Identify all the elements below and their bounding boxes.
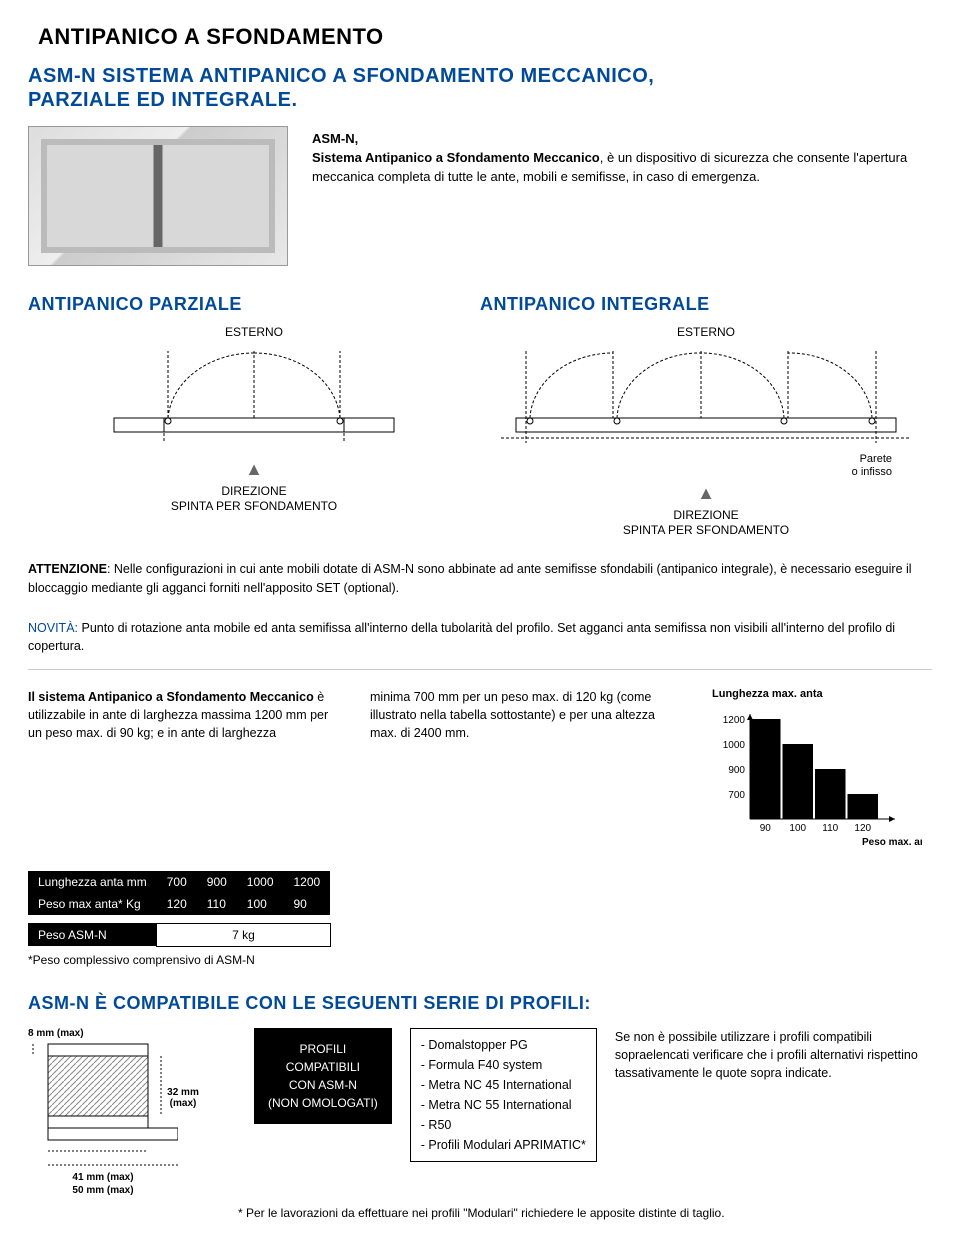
t-r2c0: Peso max anta* Kg bbox=[28, 893, 157, 915]
integrale-title: ANTIPANICO INTEGRALE bbox=[480, 294, 932, 315]
subtitle-l2: PARZIALE ED INTEGRALE. bbox=[28, 89, 298, 111]
parziale-dir: DIREZIONE SPINTA PER SFONDAMENTO bbox=[28, 484, 480, 514]
integrale-dir: DIREZIONE SPINTA PER SFONDAMENTO bbox=[480, 508, 932, 538]
t-r2c4: 90 bbox=[284, 893, 331, 915]
svg-text:Peso max. anta: Peso max. anta bbox=[862, 837, 922, 848]
attenzione-note: ATTENZIONE: Nelle configurazioni in cui … bbox=[28, 560, 932, 596]
subtitle: ASM-N SISTEMA ANTIPANICO A SFONDAMENTO M… bbox=[28, 64, 932, 112]
list-item: - Metra NC 45 International bbox=[421, 1075, 586, 1095]
t-r2c1: 120 bbox=[157, 893, 197, 915]
svg-text:90: 90 bbox=[760, 823, 772, 834]
t-r1c1: 700 bbox=[157, 871, 197, 893]
novita-note: NOVITÀ: Punto di rotazione anta mobile e… bbox=[28, 619, 932, 655]
table-row: Peso max anta* Kg 120 110 100 90 bbox=[28, 893, 330, 915]
dim-8: 8 mm (max) bbox=[28, 1028, 178, 1039]
parziale-diagram bbox=[104, 343, 404, 453]
chart-title: Lunghezza max. anta bbox=[712, 688, 932, 700]
t-r1c4: 1200 bbox=[284, 871, 331, 893]
dim-50: 50 mm (max) bbox=[28, 1185, 178, 1196]
novita-text: Punto di rotazione anta mobile ed anta s… bbox=[28, 621, 895, 653]
t-r1c2: 900 bbox=[197, 871, 237, 893]
t-r1c3: 1000 bbox=[237, 871, 284, 893]
compat-row: 8 mm (max) 32 mm (max) 41 mm (max) 50 mm… bbox=[28, 1028, 932, 1196]
t-r3c0: Peso ASM-N bbox=[28, 923, 157, 946]
chart-wrap: Lunghezza max. anta 12001000900700901001… bbox=[712, 688, 932, 857]
table-row: Lunghezza anta mm 700 900 1000 1200 bbox=[28, 871, 330, 893]
bb-l1: PROFILI bbox=[300, 1042, 347, 1056]
table-row bbox=[28, 915, 330, 924]
intro-text: ASM-N, Sistema Antipanico a Sfondamento … bbox=[312, 126, 932, 266]
svg-text:110: 110 bbox=[822, 823, 838, 834]
integrale-diagram bbox=[496, 343, 916, 453]
parziale-esterno: ESTERNO bbox=[28, 325, 480, 339]
svg-text:700: 700 bbox=[728, 790, 745, 801]
novita-label: NOVITÀ: bbox=[28, 621, 78, 635]
chart-svg: 1200 1000 900 700 90 100 110 120 Peso max. anta bbox=[712, 704, 922, 854]
integrale-dir1: DIREZIONE bbox=[673, 508, 738, 522]
integrale-esterno: ESTERNO bbox=[480, 325, 932, 339]
attenzione-text: : Nelle configurazioni in cui ante mobil… bbox=[28, 562, 912, 594]
bb-l4: (NON OMOLOGATI) bbox=[268, 1096, 378, 1110]
compat-title: ASM-N È COMPATIBILE CON LE SEGUENTI SERI… bbox=[28, 993, 932, 1014]
intro-row: ASM-N, Sistema Antipanico a Sfondamento … bbox=[28, 126, 932, 266]
parziale-dir1: DIREZIONE bbox=[221, 484, 286, 498]
separator bbox=[28, 669, 932, 670]
dim-41: 41 mm (max) bbox=[28, 1172, 178, 1183]
svg-text:100: 100 bbox=[789, 823, 806, 834]
profile-drawing: 8 mm (max) 32 mm (max) 41 mm (max) 50 mm… bbox=[28, 1028, 178, 1196]
t-r2c2: 110 bbox=[197, 893, 237, 915]
bb-l3: CON ASM-N bbox=[289, 1078, 357, 1092]
svg-text:900: 900 bbox=[728, 765, 745, 776]
mid-right: minima 700 mm per un peso max. di 120 kg… bbox=[370, 688, 682, 857]
attenzione-label: ATTENZIONE bbox=[28, 562, 107, 576]
col-parziale: ANTIPANICO PARZIALE ESTERNO ▲ DIREZIONE … bbox=[28, 294, 480, 538]
page-title: ANTIPANICO A SFONDAMENTO bbox=[38, 24, 384, 49]
compat-blackbox: PROFILI COMPATIBILI CON ASM-N (NON OMOLO… bbox=[254, 1028, 392, 1124]
list-item: - Formula F40 system bbox=[421, 1055, 586, 1075]
mid-left: Il sistema Antipanico a Sfondamento Mecc… bbox=[28, 688, 340, 857]
bb-l2: COMPATIBILI bbox=[286, 1060, 360, 1074]
list-item: - Metra NC 55 International bbox=[421, 1095, 586, 1115]
col-integrale: ANTIPANICO INTEGRALE ESTERNO Parete o in… bbox=[480, 294, 932, 538]
compat-foot: * Per le lavorazioni da effettuare nei p… bbox=[238, 1206, 932, 1220]
parziale-arrow-icon: ▲ bbox=[28, 459, 480, 480]
spec-foot: *Peso complessivo comprensivo di ASM-N bbox=[28, 953, 932, 967]
intro-bold: ASM-N, Sistema Antipanico a Sfondamento … bbox=[312, 131, 600, 165]
compat-right-note: Se non è possibile utilizzare i profili … bbox=[615, 1028, 932, 1082]
t-r1c0: Lunghezza anta mm bbox=[28, 871, 157, 893]
product-photo bbox=[28, 126, 288, 266]
list-item: - R50 bbox=[421, 1115, 586, 1135]
profile-svg bbox=[28, 1039, 178, 1169]
integrale-parete: Parete o infisso bbox=[480, 453, 892, 479]
t-r2c3: 100 bbox=[237, 893, 284, 915]
integrale-dir2: SPINTA PER SFONDAMENTO bbox=[623, 523, 789, 537]
spec-table: Lunghezza anta mm 700 900 1000 1200 Peso… bbox=[28, 871, 331, 947]
mid-row: Il sistema Antipanico a Sfondamento Mecc… bbox=[28, 688, 932, 857]
page-title-bar: ANTIPANICO A SFONDAMENTO bbox=[28, 18, 932, 56]
profile-list: - Domalstopper PG - Formula F40 system -… bbox=[410, 1028, 597, 1162]
svg-text:1000: 1000 bbox=[723, 740, 746, 751]
list-item: - Domalstopper PG bbox=[421, 1035, 586, 1055]
subtitle-l1: ASM-N SISTEMA ANTIPANICO A SFONDAMENTO M… bbox=[28, 65, 654, 87]
parziale-title: ANTIPANICO PARZIALE bbox=[28, 294, 480, 315]
dim-32: 32 mm (max) bbox=[163, 1087, 203, 1109]
diagrams-row: ANTIPANICO PARZIALE ESTERNO ▲ DIREZIONE … bbox=[28, 294, 932, 538]
integrale-arrow-icon: ▲ bbox=[480, 483, 932, 504]
mid-left-bold: Il sistema Antipanico a Sfondamento Mecc… bbox=[28, 690, 314, 704]
t-r3v: 7 kg bbox=[157, 923, 330, 946]
svg-text:120: 120 bbox=[854, 823, 871, 834]
table-row: Peso ASM-N 7 kg bbox=[28, 923, 330, 946]
svg-text:1200: 1200 bbox=[723, 715, 746, 726]
parziale-dir2: SPINTA PER SFONDAMENTO bbox=[171, 499, 337, 513]
